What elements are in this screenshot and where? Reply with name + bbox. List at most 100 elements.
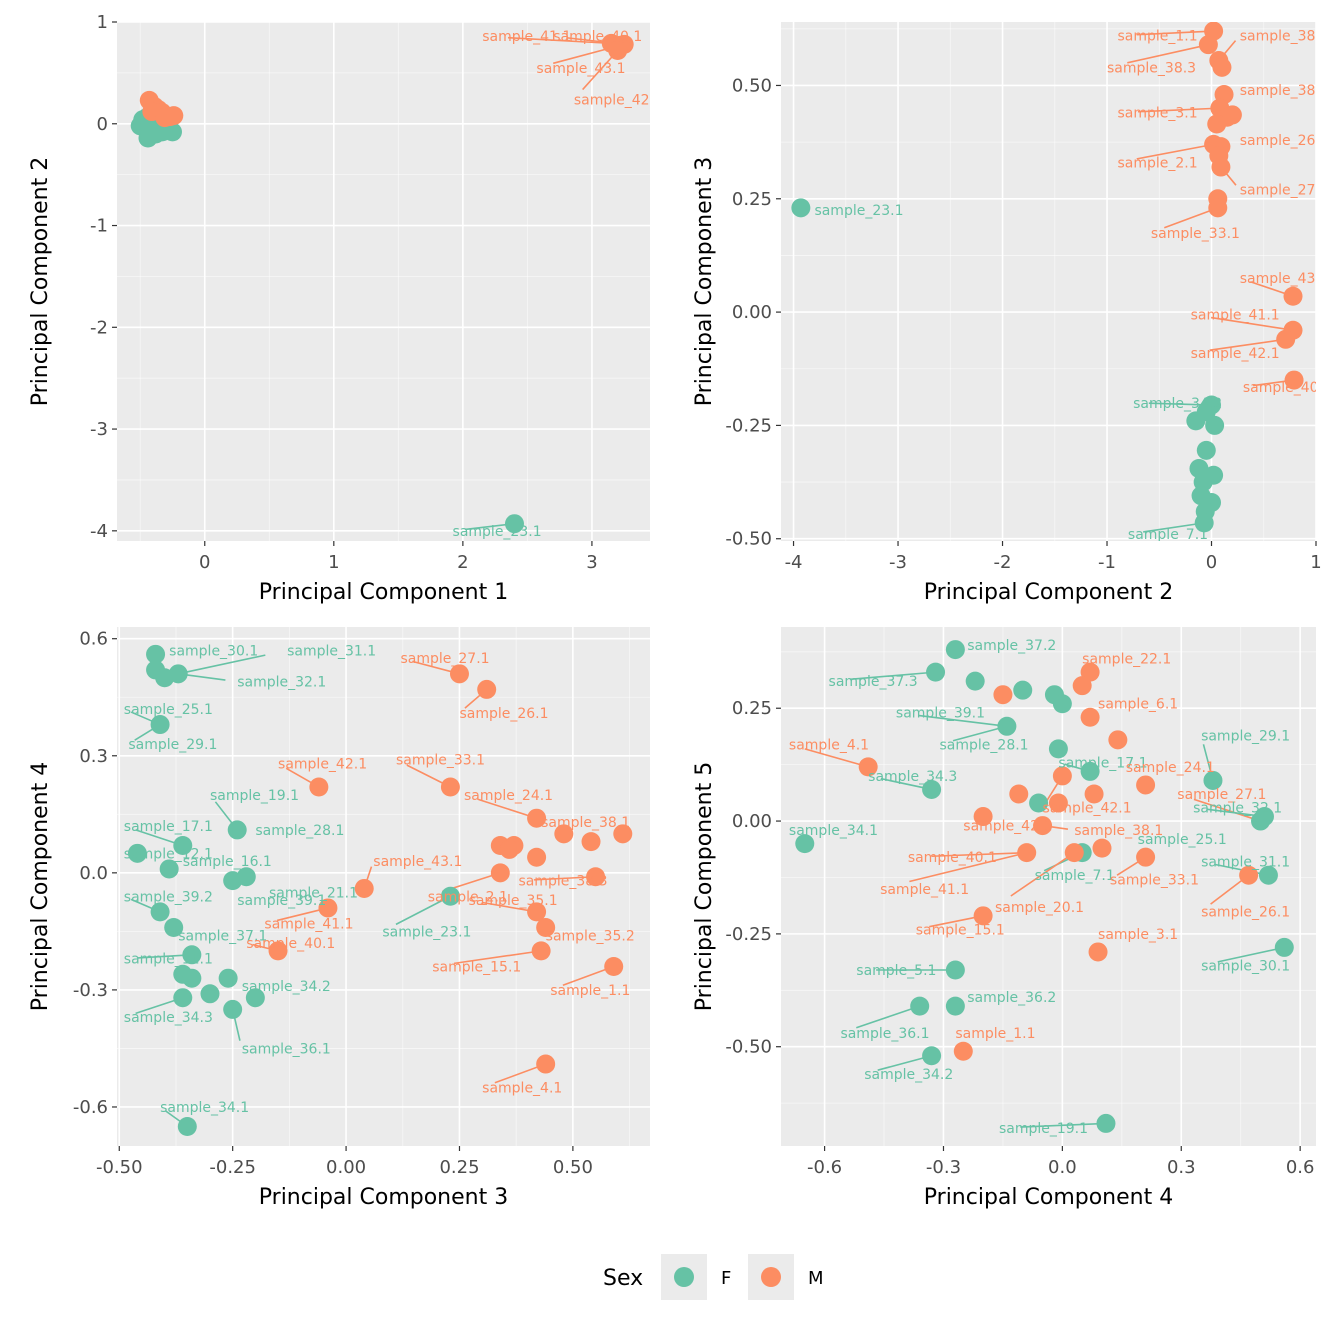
point-sex-f bbox=[1080, 761, 1100, 781]
point-sex-m bbox=[1033, 816, 1053, 836]
point-label: sample_1.1 bbox=[955, 1026, 1035, 1042]
point-label: sample_11.1 bbox=[124, 952, 213, 968]
x-tick-label: 0.6 bbox=[1286, 1157, 1315, 1178]
point-label: sample_23.1 bbox=[453, 524, 542, 540]
point-sex-m bbox=[1092, 838, 1112, 858]
y-tick-label: -0.3 bbox=[73, 980, 108, 1001]
point-label: sample_35.1 bbox=[469, 893, 558, 909]
y-tick-label: 0.6 bbox=[79, 629, 108, 650]
point-sex-m bbox=[440, 777, 460, 797]
x-tick-label: -1 bbox=[1098, 552, 1116, 573]
point-label: sample_37.3 bbox=[829, 674, 918, 690]
x-axis-title: Principal Component 1 bbox=[259, 580, 508, 605]
point-sex-f bbox=[1029, 793, 1049, 813]
point-sex-f bbox=[945, 996, 965, 1016]
point-sex-m bbox=[1088, 942, 1108, 962]
panels: 0 1 2 3 1 0 -1 -2 -3 -4 Principal Component 1 Princ… bbox=[28, 12, 1329, 1210]
x-tick-label: 3 bbox=[586, 552, 597, 573]
point-sex-f bbox=[945, 640, 965, 660]
point-sex-m bbox=[490, 863, 510, 883]
point-label: sample_7.1 bbox=[1128, 527, 1208, 543]
point-sex-m bbox=[1276, 329, 1296, 349]
label-leader-line bbox=[478, 798, 537, 819]
point-sex-f bbox=[173, 988, 193, 1008]
point-label: sample_3.1 bbox=[1117, 106, 1197, 122]
point-sex-m bbox=[1072, 676, 1092, 696]
point-sex-f bbox=[164, 917, 184, 937]
x-tick-label: 2 bbox=[457, 552, 468, 573]
point-sex-f bbox=[150, 902, 170, 922]
point-label: sample_15.1 bbox=[432, 959, 521, 975]
panel-background bbox=[117, 22, 650, 541]
point-sex-f bbox=[910, 996, 930, 1016]
point-sex-m bbox=[1207, 114, 1227, 134]
point-sex-f bbox=[1258, 865, 1278, 885]
label-leader-line bbox=[507, 36, 612, 45]
y-tick-label: -4 bbox=[90, 521, 108, 542]
point-label: sample_29.1 bbox=[128, 737, 217, 753]
y-axis-title: Principal Component 2 bbox=[28, 157, 53, 406]
x-axis-title: Principal Component 3 bbox=[259, 1185, 508, 1210]
point-sex-f bbox=[1196, 402, 1216, 422]
label-leader-line bbox=[804, 748, 869, 768]
point-sex-f bbox=[440, 886, 460, 906]
point-label: sample_31.1 bbox=[287, 643, 376, 659]
panel-1: 0 1 2 3 1 0 -1 -2 -3 -4 Principal Component 1 Princ… bbox=[28, 12, 650, 605]
point-label: sample_34.2 bbox=[864, 1067, 953, 1083]
point-label: sample_4.1 bbox=[789, 737, 869, 753]
point-sex-f bbox=[1205, 415, 1225, 435]
point-sex-f bbox=[218, 968, 238, 988]
label-leader-line bbox=[1137, 107, 1220, 113]
label-leader-line bbox=[1010, 851, 1075, 897]
point-label: sample_27.1 bbox=[1240, 183, 1329, 199]
point-sex-f bbox=[795, 834, 815, 854]
point-sex-f bbox=[504, 514, 524, 534]
point-label: sample_40.1 bbox=[246, 936, 335, 952]
y-axis-title: Principal Component 3 bbox=[692, 157, 717, 406]
point-label: sample_38.2 bbox=[1240, 83, 1329, 99]
point-sex-m bbox=[527, 847, 547, 867]
point-label: sample_4.1 bbox=[482, 1080, 562, 1096]
label-leader-line bbox=[1127, 43, 1209, 64]
x-tick-label: 0.3 bbox=[1167, 1157, 1196, 1178]
point-label: sample_39.2 bbox=[124, 889, 213, 905]
legend-title: Sex bbox=[603, 1266, 643, 1291]
point-sex-f bbox=[127, 843, 147, 863]
point-sex-m bbox=[1136, 775, 1156, 795]
y-tick-label: 0.00 bbox=[732, 302, 772, 323]
label-leader-line bbox=[1209, 338, 1286, 351]
y-tick-label: 1 bbox=[97, 12, 108, 33]
point-sex-f bbox=[1096, 1113, 1116, 1133]
point-label: sample_42.1 bbox=[1191, 346, 1280, 362]
x-tick-label: -3 bbox=[889, 552, 907, 573]
point-sex-m bbox=[613, 824, 633, 844]
point-label: sample_26.1 bbox=[459, 706, 548, 722]
label-leader-line bbox=[856, 1005, 920, 1029]
y-tick-label: -0.25 bbox=[725, 415, 772, 436]
point-sex-m bbox=[1009, 784, 1029, 804]
point-sex-f bbox=[1194, 513, 1214, 533]
label-leader-line bbox=[909, 851, 1027, 883]
point-sex-m bbox=[1080, 707, 1100, 727]
point-sex-m bbox=[1284, 370, 1304, 390]
point-label: sample_26.1 bbox=[1240, 133, 1329, 149]
point-label: sample_29.1 bbox=[1201, 728, 1290, 744]
point-sex-f bbox=[146, 124, 166, 144]
y-tick-label: 0.00 bbox=[732, 811, 772, 832]
legend-key-m bbox=[761, 1267, 781, 1287]
label-leader-line bbox=[1163, 207, 1219, 229]
y-tick-label: -3 bbox=[90, 419, 108, 440]
point-sex-m bbox=[1212, 57, 1232, 77]
point-sex-m bbox=[1283, 286, 1303, 306]
y-tick-label: -0.6 bbox=[73, 1097, 108, 1118]
point-sex-m bbox=[536, 1054, 556, 1074]
point-sex-m bbox=[1211, 157, 1231, 177]
x-tick-label: -0.6 bbox=[807, 1157, 842, 1178]
y-tick-label: -1 bbox=[90, 216, 108, 237]
legend-key-f bbox=[674, 1267, 694, 1287]
point-label: sample_42.1 bbox=[963, 819, 1052, 835]
point-sex-m bbox=[1064, 843, 1084, 863]
x-axis-title: Principal Component 4 bbox=[924, 1185, 1173, 1210]
x-tick-label: -4 bbox=[785, 552, 803, 573]
